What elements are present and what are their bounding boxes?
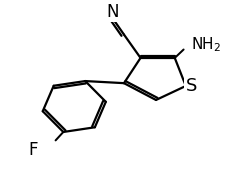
- Text: NH$_2$: NH$_2$: [191, 36, 221, 54]
- Text: F: F: [29, 142, 38, 159]
- Text: N: N: [107, 3, 119, 21]
- Text: S: S: [186, 77, 197, 95]
